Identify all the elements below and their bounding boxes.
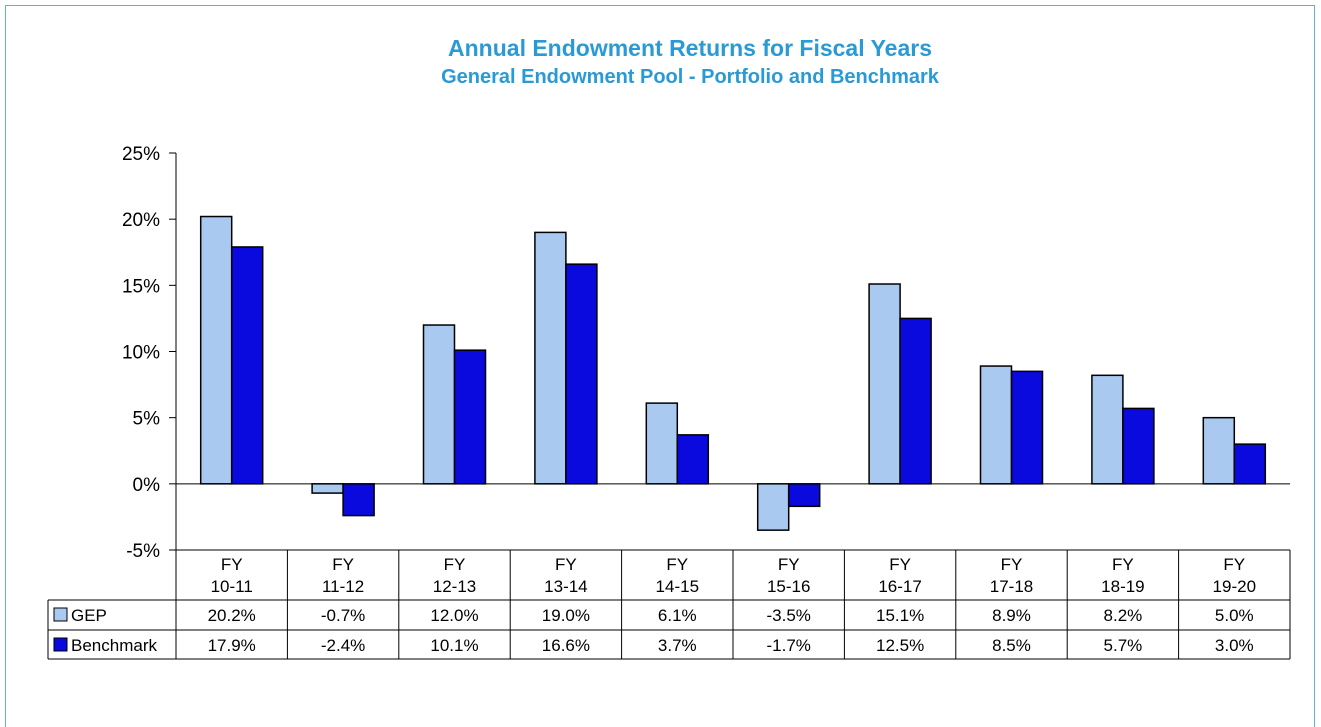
category-label-line1: FY — [221, 555, 243, 574]
chart-title: Annual Endowment Returns for Fiscal Year… — [448, 35, 932, 61]
bar-gep — [1202, 416, 1236, 485]
data-label: 5.0% — [1215, 606, 1254, 625]
bar-gep — [979, 365, 1013, 485]
bars — [176, 215, 1290, 531]
data-label: 12.5% — [876, 636, 924, 655]
data-label: 10.1% — [430, 636, 478, 655]
data-label: -1.7% — [766, 636, 810, 655]
bar-benchmark — [1233, 443, 1267, 485]
bar-benchmark — [1010, 370, 1044, 485]
category-label-line1: FY — [1112, 555, 1134, 574]
bar-gep — [422, 324, 456, 485]
category-label-line1: FY — [444, 555, 466, 574]
data-label: 15.1% — [876, 606, 924, 625]
bar-benchmark — [342, 483, 375, 517]
data-label: 19.0% — [542, 606, 590, 625]
data-label: 20.2% — [208, 606, 256, 625]
data-label: 8.5% — [992, 636, 1031, 655]
category-label-line2: 12-13 — [433, 577, 476, 596]
bar-gep — [1091, 374, 1124, 485]
category-label-line1: FY — [889, 555, 911, 574]
category-label-line1: FY — [666, 555, 688, 574]
bar-gep — [645, 402, 679, 485]
category-label-line2: 11-12 — [322, 577, 364, 596]
bar-benchmark — [676, 434, 710, 485]
data-label: 17.9% — [208, 636, 256, 655]
bar-benchmark — [899, 317, 932, 485]
legend-label: Benchmark — [71, 636, 157, 655]
y-tick-label: 15% — [122, 276, 160, 297]
y-tick-label: 25% — [122, 144, 160, 165]
y-tick-label: -5% — [126, 541, 160, 562]
data-label: -3.5% — [766, 606, 810, 625]
data-label: 3.0% — [1215, 636, 1254, 655]
y-tick-label: 20% — [122, 210, 160, 231]
category-label-line2: 10-11 — [211, 577, 253, 596]
data-label: 6.1% — [658, 606, 697, 625]
data-label: 16.6% — [542, 636, 590, 655]
category-label-line1: FY — [1001, 555, 1023, 574]
y-tick-label: 0% — [133, 475, 161, 496]
bar-benchmark — [1122, 407, 1155, 485]
legend-label: GEP — [71, 606, 107, 625]
data-label: -0.7% — [321, 606, 365, 625]
category-label-line2: 14-15 — [656, 577, 699, 596]
bar-benchmark — [787, 483, 821, 508]
bar-gep — [534, 231, 567, 485]
data-label: -2.4% — [321, 636, 365, 655]
chart-subtitle: General Endowment Pool - Portfolio and B… — [441, 66, 940, 88]
category-label-line2: 18-19 — [1101, 577, 1144, 596]
data-label: 8.9% — [992, 606, 1031, 625]
category-label-line2: 15-16 — [767, 577, 810, 596]
y-tick-label: 5% — [133, 409, 161, 430]
category-label-line2: 13-14 — [544, 577, 587, 596]
bar-gep — [311, 483, 344, 494]
bar-benchmark — [230, 246, 264, 485]
category-label-line1: FY — [1223, 555, 1245, 574]
y-axis: -5% 0% 5% 10% 15% 20% 25% — [122, 144, 177, 562]
data-table: FY 10-11 FY 11-12 FY 12-13 FY 13-14 FY 14-15 FY 15-… — [47, 549, 1291, 660]
legend-key-gep — [53, 607, 68, 622]
category-label-line2: 19-20 — [1213, 577, 1256, 596]
bar-gep — [756, 483, 790, 531]
category-label-line1: FY — [778, 555, 800, 574]
legend-key-benchmark — [53, 637, 68, 652]
data-label: 5.7% — [1104, 636, 1143, 655]
category-label-line2: 17-18 — [990, 577, 1033, 596]
category-label-line1: FY — [555, 555, 577, 574]
bar-gep — [868, 283, 901, 485]
category-label-line2: 16-17 — [878, 577, 921, 596]
data-label: 3.7% — [658, 636, 697, 655]
data-label: 12.0% — [430, 606, 478, 625]
bar-benchmark — [565, 263, 598, 485]
bar-benchmark — [453, 349, 487, 485]
bar-gep — [199, 215, 233, 485]
y-tick-label: 10% — [122, 343, 160, 364]
data-label: 8.2% — [1104, 606, 1143, 625]
category-label-line1: FY — [332, 555, 354, 574]
